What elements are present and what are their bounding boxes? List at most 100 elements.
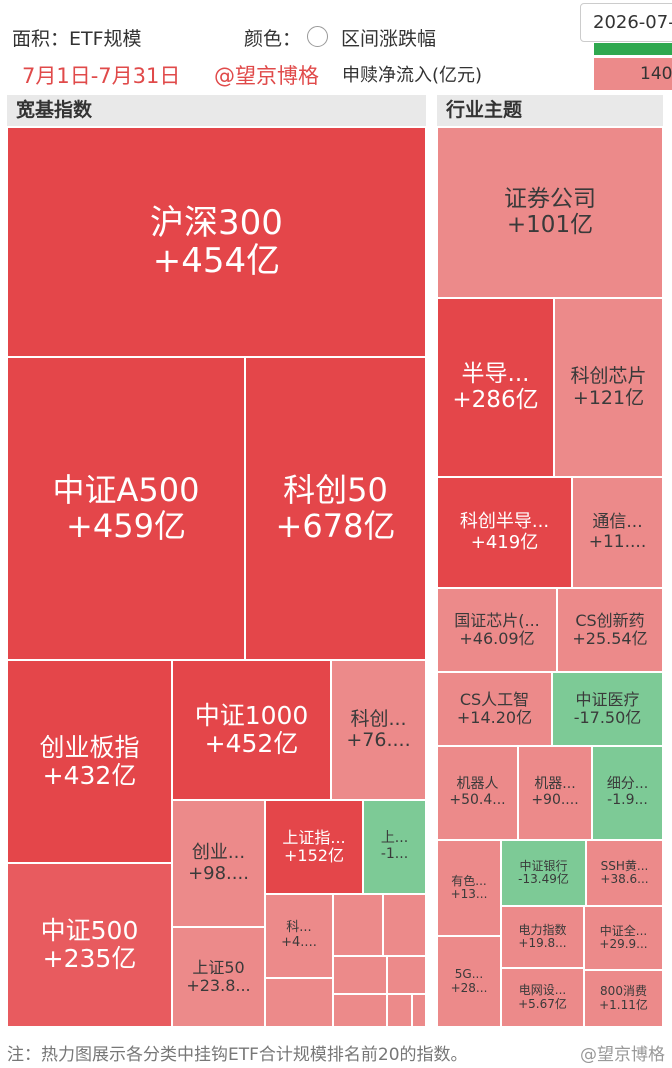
tile[interactable]: 科... +4.... bbox=[265, 894, 333, 978]
tile[interactable]: 半导... +286亿 bbox=[437, 298, 554, 477]
tile[interactable]: 中证A500 +459亿 bbox=[7, 357, 245, 660]
tile-value: +1.11亿 bbox=[599, 997, 648, 1012]
color-label: 颜色： bbox=[244, 28, 302, 50]
tile-name: 机器... bbox=[534, 776, 576, 793]
tile bbox=[333, 994, 387, 1027]
tile-value: +23.8... bbox=[186, 976, 251, 995]
tile-name: 证券公司 bbox=[504, 185, 596, 212]
tile[interactable]: 有色... +13... bbox=[437, 840, 501, 936]
tile[interactable]: CS人工智 +14.20亿 bbox=[437, 672, 552, 746]
tile-name: 电网设... bbox=[518, 983, 567, 998]
section-title: 宽基指数 bbox=[7, 95, 426, 126]
tile-name: 中证500 bbox=[40, 916, 139, 945]
tile-name: 上... bbox=[380, 830, 409, 847]
tile-value: +5.67亿 bbox=[518, 996, 567, 1011]
tile[interactable]: 创业... +98.... bbox=[172, 800, 265, 927]
tile-name: 800消费 bbox=[600, 984, 647, 999]
tile[interactable]: 机器人 +50.4... bbox=[437, 746, 518, 840]
tile-value: +11.... bbox=[588, 531, 647, 552]
date-range: 7月1日-7月31日 bbox=[22, 64, 181, 88]
tile bbox=[412, 994, 426, 1027]
tile-value: +101亿 bbox=[506, 211, 594, 238]
tile-value: +286亿 bbox=[452, 386, 539, 413]
tile[interactable]: 上... -1... bbox=[363, 800, 426, 894]
tile-name: SSH黄... bbox=[600, 858, 649, 873]
tile-name: 创业... bbox=[191, 842, 246, 864]
tile-name: 通信... bbox=[592, 512, 643, 533]
tile[interactable]: 电网设... +5.67亿 bbox=[501, 968, 584, 1027]
tile[interactable]: 国证芯片(... +46.09亿 bbox=[437, 588, 557, 672]
tile[interactable]: 5G... +28... bbox=[437, 936, 501, 1027]
tile-name: 中证全... bbox=[599, 923, 648, 938]
footer-watermark: @望京博格 bbox=[580, 1045, 665, 1065]
tile[interactable]: 科创... +76.... bbox=[331, 660, 426, 800]
tile bbox=[333, 956, 387, 994]
tile-name: 沪深300 bbox=[150, 202, 283, 243]
tile-value: +28... bbox=[450, 980, 488, 995]
tile-value: +454亿 bbox=[152, 241, 281, 281]
tile[interactable]: 电力指数 +19.8... bbox=[501, 906, 584, 968]
tile bbox=[265, 978, 333, 1027]
tile-name: 中证1000 bbox=[194, 701, 309, 730]
tile[interactable]: 中证全... +29.9... bbox=[584, 906, 663, 970]
tile[interactable]: 中证1000 +452亿 bbox=[172, 660, 331, 800]
tile-name: 国证芯片(... bbox=[454, 611, 540, 631]
tile-name: 上证指... bbox=[282, 828, 346, 848]
tile-name: 细分... bbox=[606, 776, 649, 793]
footer-note: 注：热力图展示各分类中挂钩ETF合计规模排名前20的指数。 bbox=[7, 1045, 468, 1065]
tile-name: 半导... bbox=[461, 360, 530, 387]
tile[interactable]: 科创芯片 +121亿 bbox=[554, 298, 663, 477]
tile-name: 科创半导... bbox=[459, 511, 550, 533]
tile-name: 电力指数 bbox=[518, 922, 567, 937]
tile-value: +4.... bbox=[281, 935, 317, 950]
tile-value: +432亿 bbox=[42, 760, 137, 790]
tile[interactable]: 中证500 +235亿 bbox=[7, 863, 172, 1027]
tile-value: +29.9... bbox=[599, 937, 648, 951]
tile bbox=[383, 894, 426, 956]
tile[interactable]: 中证医疗 -17.50亿 bbox=[552, 672, 663, 746]
tile-value: +98.... bbox=[188, 862, 249, 884]
tile-value: +46.09亿 bbox=[459, 629, 535, 648]
tile bbox=[387, 994, 412, 1027]
section-title: 行业主题 bbox=[437, 95, 663, 126]
tile-name: 科... bbox=[286, 920, 312, 936]
tile[interactable]: 细分... -1.9... bbox=[592, 746, 663, 840]
watermark: @望京博格 bbox=[214, 64, 319, 88]
tile[interactable]: SSH黄... +38.6... bbox=[586, 840, 663, 906]
tile-value: +76.... bbox=[346, 729, 411, 751]
tile[interactable]: 创业板指 +432亿 bbox=[7, 660, 172, 863]
tile-value: +25.54亿 bbox=[572, 629, 648, 648]
tile-value: +235亿 bbox=[42, 944, 137, 973]
tile-value: +38.6... bbox=[600, 872, 649, 886]
tile-value: +152亿 bbox=[284, 846, 344, 865]
radio-button[interactable] bbox=[307, 26, 328, 47]
metric-label: 申赎净流入(亿元) bbox=[342, 65, 483, 86]
tile-name: 机器人 bbox=[456, 776, 499, 793]
tile[interactable]: 上证指... +152亿 bbox=[265, 800, 363, 894]
tile[interactable]: 科创半导... +419亿 bbox=[437, 477, 572, 588]
tile[interactable]: 科创50 +678亿 bbox=[245, 357, 426, 660]
tile[interactable]: 证券公司 +101亿 bbox=[437, 127, 663, 298]
tile[interactable]: CS创新药 +25.54亿 bbox=[557, 588, 663, 672]
date-input[interactable]: 2026-07- bbox=[580, 3, 672, 42]
tile bbox=[333, 894, 383, 956]
tile-value: -1.9... bbox=[607, 792, 648, 808]
tile-value: +13... bbox=[450, 887, 488, 901]
tile[interactable]: 上证50 +23.8... bbox=[172, 927, 265, 1027]
tile-value: -17.50亿 bbox=[573, 708, 642, 727]
tile[interactable]: 沪深300 +454亿 bbox=[7, 127, 426, 357]
tile-name: 5G... bbox=[454, 967, 484, 982]
tile-name: 中证医疗 bbox=[575, 690, 640, 710]
area-label: 面积：ETF规模 bbox=[12, 28, 142, 50]
tile-name: 科创... bbox=[350, 707, 407, 730]
tile-name: 创业板指 bbox=[39, 732, 140, 762]
tile[interactable]: 通信... +11.... bbox=[572, 477, 663, 588]
tile[interactable]: 800消费 +1.11亿 bbox=[584, 970, 663, 1027]
tile bbox=[387, 956, 426, 994]
color-option[interactable]: 区间涨跌幅 bbox=[341, 28, 437, 50]
tile[interactable]: 中证银行 -13.49亿 bbox=[501, 840, 586, 906]
tile-name: 有色... bbox=[451, 873, 487, 888]
tile-value: +121亿 bbox=[572, 386, 645, 409]
tile[interactable]: 机器... +90.... bbox=[518, 746, 592, 840]
